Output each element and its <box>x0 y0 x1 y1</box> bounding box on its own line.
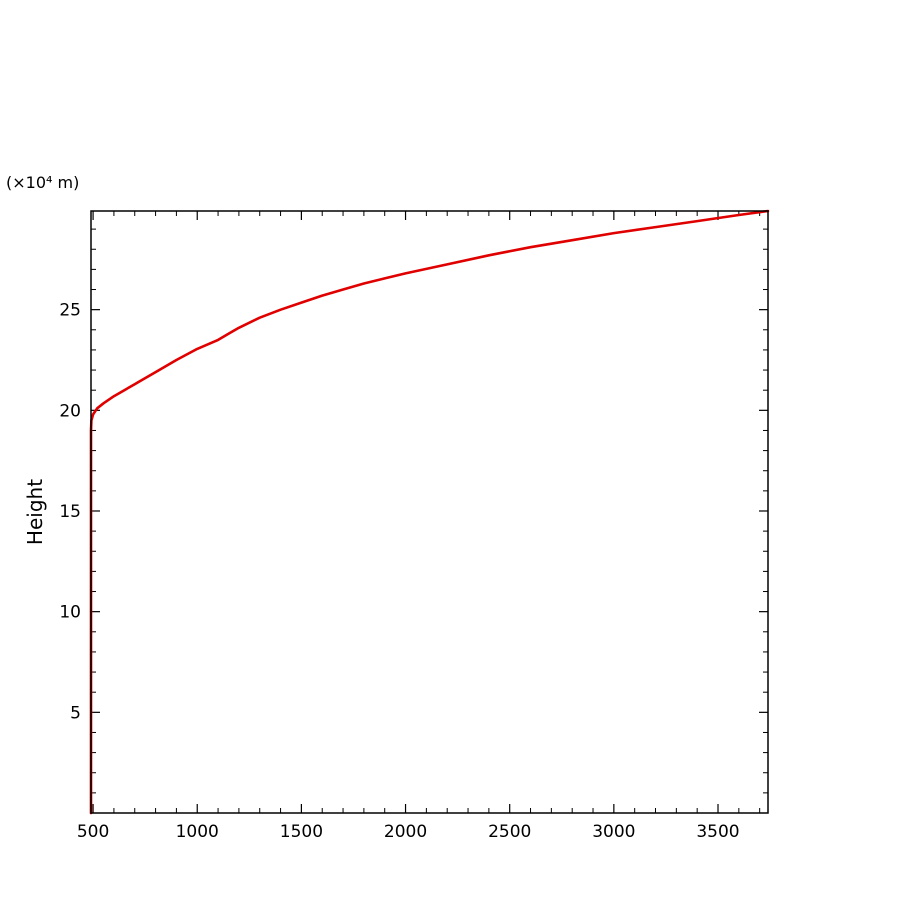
x-tick-label: 500 <box>77 822 109 842</box>
y-tick-label: 5 <box>70 703 81 723</box>
axis-tick-labels: 500 1000 1500 2000 2500 3000 3500 5 10 15 20 25 <box>59 301 739 842</box>
y-tick-label: 20 <box>59 401 81 421</box>
axis-ticks <box>91 211 768 813</box>
y-unit-label: (×10⁴ m) <box>6 173 79 192</box>
x-tick-label: 3000 <box>592 822 635 842</box>
x-tick-label: 1000 <box>176 822 219 842</box>
x-tick-label: 2000 <box>384 822 427 842</box>
y-tick-label: 25 <box>59 301 81 321</box>
series-line <box>89 209 770 815</box>
x-tick-label: 3500 <box>696 822 739 842</box>
y-tick-label: 15 <box>59 502 81 522</box>
x-tick-label: 2500 <box>488 822 531 842</box>
series-layer <box>89 209 770 815</box>
x-tick-label: 1500 <box>280 822 323 842</box>
y-tick-label: 10 <box>59 603 81 623</box>
y-axis-title: Height <box>23 479 47 545</box>
plot-frame <box>90 210 769 814</box>
